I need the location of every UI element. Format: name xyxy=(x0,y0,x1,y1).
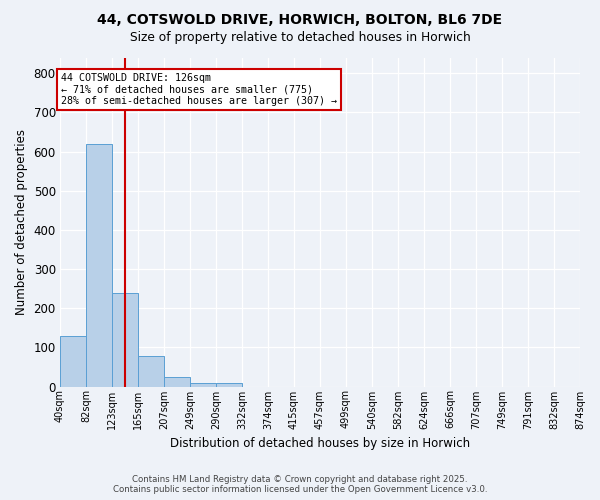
Text: Size of property relative to detached houses in Horwich: Size of property relative to detached ho… xyxy=(130,31,470,44)
Bar xyxy=(86,144,112,386)
Bar xyxy=(138,356,164,386)
Y-axis label: Number of detached properties: Number of detached properties xyxy=(15,129,28,315)
Text: Contains HM Land Registry data © Crown copyright and database right 2025.
Contai: Contains HM Land Registry data © Crown c… xyxy=(113,474,487,494)
Bar xyxy=(216,384,242,386)
Bar xyxy=(60,336,86,386)
Text: 44 COTSWOLD DRIVE: 126sqm
← 71% of detached houses are smaller (775)
28% of semi: 44 COTSWOLD DRIVE: 126sqm ← 71% of detac… xyxy=(61,73,337,106)
Bar xyxy=(190,382,216,386)
Text: 44, COTSWOLD DRIVE, HORWICH, BOLTON, BL6 7DE: 44, COTSWOLD DRIVE, HORWICH, BOLTON, BL6… xyxy=(97,12,503,26)
Bar xyxy=(112,292,138,386)
Bar xyxy=(164,376,190,386)
X-axis label: Distribution of detached houses by size in Horwich: Distribution of detached houses by size … xyxy=(170,437,470,450)
